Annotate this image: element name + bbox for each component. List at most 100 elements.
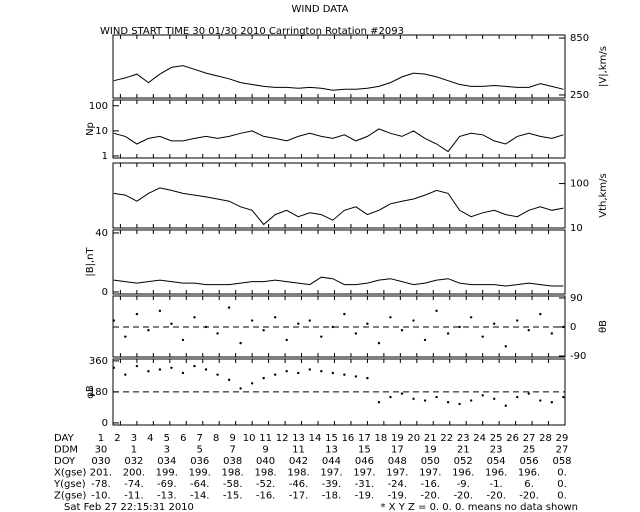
table-cell: 23 xyxy=(490,445,503,456)
data-point xyxy=(135,364,139,368)
data-point xyxy=(320,370,323,373)
table-cell: -16. xyxy=(256,491,276,502)
data-point xyxy=(124,373,127,376)
data-point xyxy=(273,316,277,319)
table-cell: 198. xyxy=(222,468,244,479)
data-point xyxy=(308,368,311,371)
table-cell: 030 xyxy=(91,456,110,467)
table-cell: 044 xyxy=(322,456,341,467)
table-cell: 15 xyxy=(325,433,338,444)
data-point xyxy=(527,329,530,332)
y-tick-label: 850 xyxy=(570,33,589,44)
data-point xyxy=(492,397,496,401)
data-point xyxy=(124,335,127,338)
table-cell: -52. xyxy=(256,479,276,490)
data-point xyxy=(562,325,565,329)
table-cell: 3 xyxy=(164,445,170,456)
data-point xyxy=(400,329,404,332)
table-cell: 054 xyxy=(487,456,506,467)
table-cell: 3 xyxy=(131,433,137,444)
axis-label: |B|,nT xyxy=(85,247,96,277)
y-tick-label: 100 xyxy=(570,179,589,190)
data-point xyxy=(458,325,461,329)
data-point xyxy=(389,316,392,319)
data-point xyxy=(423,399,427,402)
data-point xyxy=(262,376,265,380)
table-cell: 21 xyxy=(424,433,437,444)
y-tick-label: 0 xyxy=(102,287,108,298)
data-point xyxy=(147,329,150,332)
table-cell: 032 xyxy=(124,456,143,467)
table-cell: 196. xyxy=(518,468,540,479)
data-point xyxy=(435,309,438,313)
data-point xyxy=(550,332,554,335)
data-point xyxy=(308,319,311,322)
table-cell: -78. xyxy=(91,479,111,490)
table-cell: 6 xyxy=(180,433,186,444)
table-cell: -17. xyxy=(289,491,309,502)
data-point xyxy=(158,309,162,313)
table-cell: 27 xyxy=(523,433,536,444)
table-cell: 058 xyxy=(552,456,571,467)
data-point xyxy=(458,402,461,406)
axis-label: Np xyxy=(85,122,96,136)
data-line xyxy=(113,276,564,287)
data-point xyxy=(250,319,254,322)
data-point xyxy=(204,368,208,371)
data-point xyxy=(504,404,507,407)
table-cell: 11 xyxy=(259,433,272,444)
data-point xyxy=(481,335,484,338)
title: WIND DATA xyxy=(292,4,349,15)
table-cell: 15 xyxy=(358,445,371,456)
data-point xyxy=(412,397,415,401)
table-cell: 048 xyxy=(388,456,407,467)
data-point xyxy=(262,329,265,332)
table-cell: 13 xyxy=(292,433,305,444)
table-cell: 4 xyxy=(147,433,153,444)
data-point xyxy=(320,335,323,338)
table-cell: -24. xyxy=(388,479,408,490)
table-cell: 20 xyxy=(407,433,420,444)
data-point xyxy=(193,316,196,319)
table-cell: 198. xyxy=(254,468,276,479)
table-cell: 17 xyxy=(391,445,404,456)
data-point xyxy=(216,332,219,335)
y-tick-label: 10 xyxy=(95,126,108,137)
y-tick-label: 100 xyxy=(89,101,108,112)
table-cell: 9 xyxy=(229,433,235,444)
data-point xyxy=(539,399,542,402)
panel-frame xyxy=(112,229,566,295)
data-point xyxy=(227,378,231,382)
table-cell: 5 xyxy=(197,445,203,456)
data-point xyxy=(343,312,346,316)
data-point xyxy=(158,368,162,371)
table-cell: 13 xyxy=(325,445,338,456)
axis-label: φB xyxy=(85,385,96,399)
axis-label: |V|,km/s xyxy=(598,46,609,87)
table-cell: 197. xyxy=(320,468,342,479)
table-cell: -16. xyxy=(421,479,441,490)
table-cell: 034 xyxy=(157,456,176,467)
data-line xyxy=(113,128,564,153)
table-cell: -69. xyxy=(157,479,177,490)
data-point xyxy=(227,306,231,309)
table-cell: 038 xyxy=(223,456,242,467)
table-cell: -13. xyxy=(157,491,177,502)
row-label: Y(gse) xyxy=(53,479,86,490)
data-point xyxy=(343,373,346,376)
table-cell: 197. xyxy=(353,468,375,479)
panel-frame xyxy=(112,34,566,99)
row-label: X(gse) xyxy=(54,468,86,479)
table-cell: -9. xyxy=(457,479,470,490)
data-point xyxy=(504,345,507,348)
table-cell: -46. xyxy=(289,479,309,490)
data-point xyxy=(492,322,496,325)
table-cell: -74. xyxy=(124,479,144,490)
table-cell: 052 xyxy=(454,456,473,467)
data-point xyxy=(354,332,358,335)
axis-label: θB xyxy=(598,320,609,333)
data-point xyxy=(527,392,530,395)
panel-frame xyxy=(112,162,566,229)
table-cell: 7 xyxy=(197,433,203,444)
